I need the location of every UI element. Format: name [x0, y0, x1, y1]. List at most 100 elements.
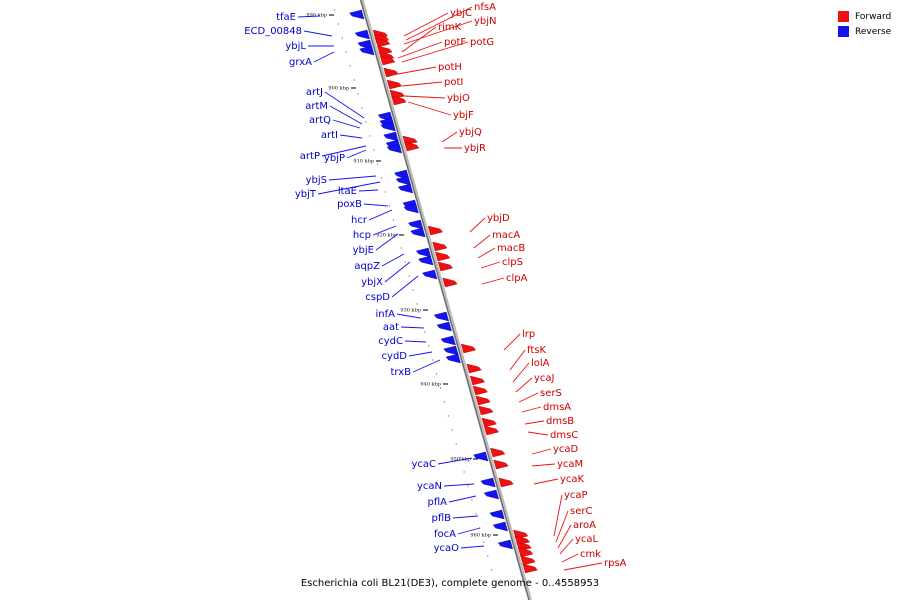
forward-leader-line: [515, 377, 533, 393]
reverse-gene: [380, 121, 396, 132]
forward-gene-label: potI: [444, 77, 463, 88]
track-dot: [361, 107, 363, 109]
reverse-gene: [440, 335, 456, 346]
forward-gene: [493, 459, 509, 470]
reverse-gene-label: infA: [376, 309, 396, 320]
forward-leader-line: [481, 277, 505, 285]
track-dot: [404, 261, 406, 263]
reverse-leader-line: [457, 527, 481, 535]
track-dot: [494, 583, 497, 585]
scale-tick-label: 920 kbp: [376, 233, 397, 239]
reverse-gene-label: ECD_00848: [244, 26, 302, 37]
track-dot: [451, 429, 453, 431]
track-dot: [475, 513, 477, 515]
scale-tick-label: 900 kbp: [328, 86, 349, 92]
reverse-leader-line: [396, 313, 421, 319]
forward-gene: [469, 375, 486, 386]
reverse-leader-line: [372, 225, 397, 236]
track-dot: [373, 149, 375, 151]
forward-gene: [466, 363, 482, 374]
reverse-gene-label: ybjS: [306, 175, 327, 186]
reverse-gene: [359, 45, 375, 56]
scale-tick-label: 890 kbp: [306, 13, 327, 19]
forward-leader-line: [441, 131, 458, 143]
track-dot: [392, 219, 395, 221]
reverse-leader-line: [381, 253, 405, 267]
scale-tick-label: 910 kbp: [353, 159, 374, 165]
reverse-gene: [418, 255, 434, 266]
track-dot: [337, 23, 340, 25]
reverse-leader-line: [400, 326, 425, 329]
forward-leader-line: [397, 41, 443, 59]
reverse-gene: [473, 451, 489, 462]
forward-gene: [475, 395, 491, 406]
forward-leader-line: [473, 234, 491, 249]
forward-gene-label: lolA: [531, 358, 550, 369]
track-dot: [412, 289, 414, 291]
reverse-gene-label: hcr: [351, 215, 368, 226]
forward-leader-line: [512, 362, 530, 383]
track-dot: [380, 177, 383, 179]
forward-gene-label: potH: [438, 62, 462, 73]
forward-gene: [375, 37, 391, 48]
track-dot: [467, 485, 469, 487]
reverse-gene: [403, 203, 419, 214]
reverse-leader-line: [412, 359, 441, 373]
forward-gene-label: cmk: [580, 549, 601, 560]
forward-gene-label: ybjO: [447, 93, 470, 104]
forward-leader-line: [401, 41, 469, 63]
track-dot: [369, 135, 371, 137]
track-dot: [439, 387, 442, 389]
reverse-gene: [397, 183, 414, 194]
reverse-gene: [497, 539, 513, 550]
forward-gene: [490, 447, 506, 458]
reverse-gene-label: pflB: [431, 513, 451, 524]
reverse-gene: [445, 353, 461, 364]
forward-gene: [478, 405, 494, 416]
scale-tick-label: 940 kbp: [420, 382, 441, 388]
forward-swatch: [838, 11, 849, 22]
track-dot: [463, 471, 465, 473]
forward-gene-label: ftsK: [527, 345, 546, 356]
reverse-gene: [492, 521, 508, 532]
reverse-leader-line: [368, 209, 393, 221]
forward-gene-label: serS: [540, 388, 562, 399]
reverse-leader-line: [437, 457, 473, 465]
forward-gene: [386, 79, 403, 90]
forward-gene-label: clpA: [506, 273, 528, 284]
reverse-leader-line: [358, 189, 379, 192]
reverse-gene-label: ycaN: [417, 481, 442, 492]
reverse-gene-label: aqpZ: [354, 261, 380, 272]
reverse-gene-label: aat: [383, 322, 399, 333]
reverse-leader-line: [404, 340, 427, 343]
track-dot: [345, 51, 347, 53]
track-dot: [487, 555, 489, 557]
reverse-gene: [415, 247, 432, 258]
legend-label: Forward: [855, 11, 892, 22]
forward-gene-label: ybjN: [474, 16, 497, 27]
forward-gene-label: ycaK: [560, 474, 585, 485]
forward-gene-label: dmsA: [543, 402, 571, 413]
reverse-gene-label: ybjP: [324, 153, 345, 164]
forward-gene-label: ybjD: [487, 213, 510, 224]
forward-leader-line: [401, 81, 443, 87]
track-dot: [341, 37, 343, 39]
reverse-gene-label: artP: [300, 151, 320, 162]
reverse-gene: [480, 477, 496, 488]
forward-gene-label: dmsB: [546, 416, 574, 427]
forward-gene: [383, 67, 399, 78]
reverse-gene: [410, 227, 426, 238]
forward-gene: [404, 141, 420, 152]
genome-backbone: [359, 0, 532, 600]
reverse-leader-line: [443, 483, 475, 487]
forward-gene-label: macA: [492, 230, 520, 241]
legend-item-reverse: Reverse: [838, 24, 891, 39]
forward-leader-line: [521, 406, 542, 413]
forward-leader-line: [527, 431, 549, 436]
reverse-leader-line: [408, 351, 433, 357]
forward-leader-line: [403, 12, 449, 37]
reverse-gene-label: cydD: [382, 351, 408, 362]
reverse-leader-line: [329, 105, 363, 125]
forward-gene-label: nfsA: [474, 2, 496, 13]
